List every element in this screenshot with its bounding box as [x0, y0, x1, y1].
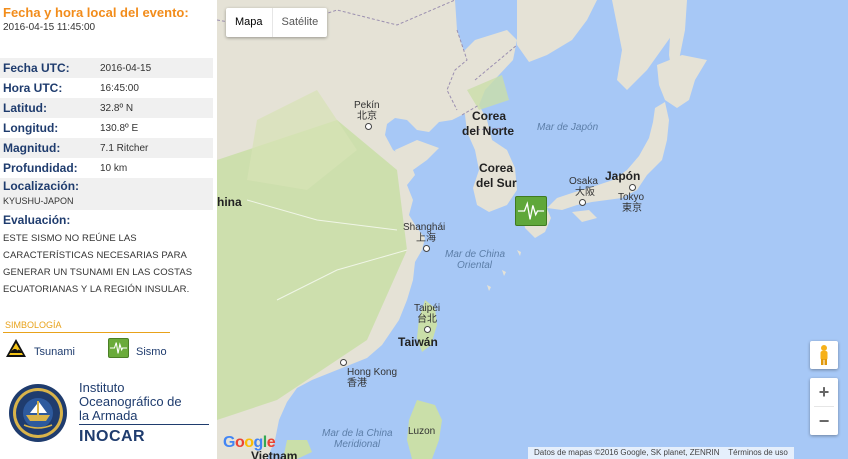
zoom-in-button[interactable]: + — [818, 382, 830, 402]
label-tokyo: Tokyo — [618, 192, 645, 203]
map-attribution: Datos de mapas ©2016 Google, SK planet, … — [534, 448, 720, 457]
hokkaido — [657, 55, 707, 108]
sismo-legend-label: Sismo — [136, 346, 167, 358]
label-corea-norte-1: Corea — [472, 109, 507, 123]
earthquake-marker[interactable] — [515, 196, 547, 226]
symbology-title: SIMBOLOGÍA — [5, 320, 62, 330]
map-basemap[interactable] — [217, 0, 848, 459]
info-row-magnitud: Magnitud: 7.1 Ritcher — [0, 138, 213, 158]
profundidad-value: 10 km — [100, 162, 128, 174]
latitud-label: Latitud: — [3, 101, 47, 115]
label-mar-china-oriental-1: Mar de China — [445, 249, 506, 260]
label-osaka: Osaka — [569, 176, 598, 187]
hora-utc-value: 16:45:00 — [100, 82, 139, 94]
honshu — [547, 102, 669, 210]
label-mar-japon: Mar de Japón — [537, 122, 599, 133]
russian-far-east — [517, 0, 597, 62]
evaluacion-label: Evaluación: — [3, 213, 71, 227]
shandong-peninsula — [395, 140, 439, 170]
label-shanghai: Shanghái — [403, 222, 446, 233]
label-vietnam: Vietnam — [251, 449, 298, 459]
label-osaka-cn: 大阪 — [575, 187, 595, 198]
label-corea-norte-2: del Norte — [462, 124, 515, 138]
logo-text-line2: Oceanográfico de — [79, 394, 182, 409]
latitud-value: 32.8º N — [100, 102, 134, 114]
event-map[interactable]: Mapa Satélite Pekín 北京 Corea del Norte M… — [217, 0, 848, 459]
pegman-icon — [820, 345, 828, 365]
label-pekin: Pekín — [354, 100, 380, 111]
label-taipei: Taipéi — [414, 303, 441, 314]
info-row-longitud: Longitud: 130.8º E — [0, 118, 213, 138]
label-hong-kong: Hong Kong — [347, 367, 398, 378]
event-local-datetime: 2016-04-15 11:45:00 — [3, 22, 96, 33]
map-type-control: Mapa Satélite — [226, 8, 328, 37]
seismograph-icon — [108, 338, 129, 358]
zoom-out-button[interactable]: − — [818, 411, 830, 431]
label-shanghai-cn: 上海 — [416, 233, 436, 244]
zoom-divider — [814, 406, 834, 407]
info-row-profundidad: Profundidad: 10 km — [0, 158, 213, 178]
longitud-label: Longitud: — [3, 121, 59, 135]
label-pekin-cn: 北京 — [357, 111, 377, 122]
label-japon: Japón — [605, 169, 641, 183]
korean-peninsula — [455, 30, 517, 212]
zoom-control: + − — [810, 378, 838, 435]
city-marker-tokyo — [629, 184, 636, 191]
localizacion-label: Localización: — [3, 179, 80, 193]
info-row-latitud: Latitud: 32.8º N — [0, 98, 213, 118]
city-marker-osaka — [579, 199, 586, 206]
info-row-hora-utc: Hora UTC: 16:45:00 — [0, 78, 213, 98]
tsunami-warning-icon — [6, 339, 26, 357]
event-local-datetime-title: Fecha y hora local del evento: — [3, 5, 189, 20]
map-type-map-button[interactable]: Mapa — [226, 8, 273, 37]
symbology-divider — [3, 332, 170, 333]
google-logo[interactable]: Google — [223, 434, 276, 451]
label-mar-china-meridional-1: Mar de la China — [322, 428, 393, 439]
label-hong-kong-cn: 香港 — [347, 378, 367, 389]
event-info-panel: Fecha y hora local del evento: 2016-04-1… — [0, 0, 217, 459]
map-type-satellite-button[interactable]: Satélite — [281, 16, 319, 28]
fecha-utc-label: Fecha UTC: — [3, 61, 70, 75]
event-info-table: Fecha UTC: 2016-04-15 Hora UTC: 16:45:00… — [0, 58, 213, 178]
seismograph-marker-icon — [517, 201, 545, 220]
label-mar-china-meridional-2: Meridional — [334, 439, 381, 450]
label-taipei-cn: 台北 — [417, 314, 437, 325]
label-corea-sur-1: Corea — [479, 161, 514, 175]
city-marker-pekin — [365, 123, 372, 130]
label-tokyo-cn: 東京 — [622, 203, 642, 214]
inocar-seal-logo — [9, 384, 67, 442]
label-china: hina — [217, 195, 242, 209]
terms-of-use-link[interactable]: Términos de uso — [728, 448, 788, 457]
logo-text-line3: la Armada — [79, 408, 138, 423]
localizacion-value: KYUSHU-JAPON — [3, 196, 74, 206]
luzon-island — [407, 400, 442, 459]
city-marker-hong-kong — [340, 359, 347, 366]
logo-divider — [79, 424, 209, 425]
magnitud-value: 7.1 Ritcher — [100, 142, 149, 154]
map-attribution-bar: Datos de mapas ©2016 Google, SK planet, … — [528, 447, 794, 459]
label-corea-sur-2: del Sur — [476, 176, 517, 190]
profundidad-label: Profundidad: — [3, 161, 78, 175]
info-row-fecha-utc: Fecha UTC: 2016-04-15 — [0, 58, 213, 78]
label-mar-china-oriental-2: Oriental — [457, 260, 493, 271]
evaluacion-text: ESTE SISMO NO REÚNE LAS CARACTERÍSTICAS … — [3, 233, 193, 295]
tsunami-legend-label: Tsunami — [34, 346, 75, 358]
city-marker-shanghai — [423, 245, 430, 252]
magnitud-label: Magnitud: — [3, 141, 61, 155]
label-taiwan: Taiwán — [398, 335, 438, 349]
label-luzon: Luzon — [408, 426, 436, 437]
localizacion-block: Localización: KYUSHU-JAPON — [0, 178, 213, 210]
longitud-value: 130.8º E — [100, 122, 139, 134]
logo-text-line1: Instituto — [79, 380, 125, 395]
street-view-pegman-button[interactable] — [810, 341, 838, 369]
hora-utc-label: Hora UTC: — [3, 81, 63, 95]
city-marker-taipei — [424, 326, 431, 333]
logo-abbreviation: INOCAR — [79, 428, 146, 445]
fecha-utc-value: 2016-04-15 — [100, 62, 152, 74]
